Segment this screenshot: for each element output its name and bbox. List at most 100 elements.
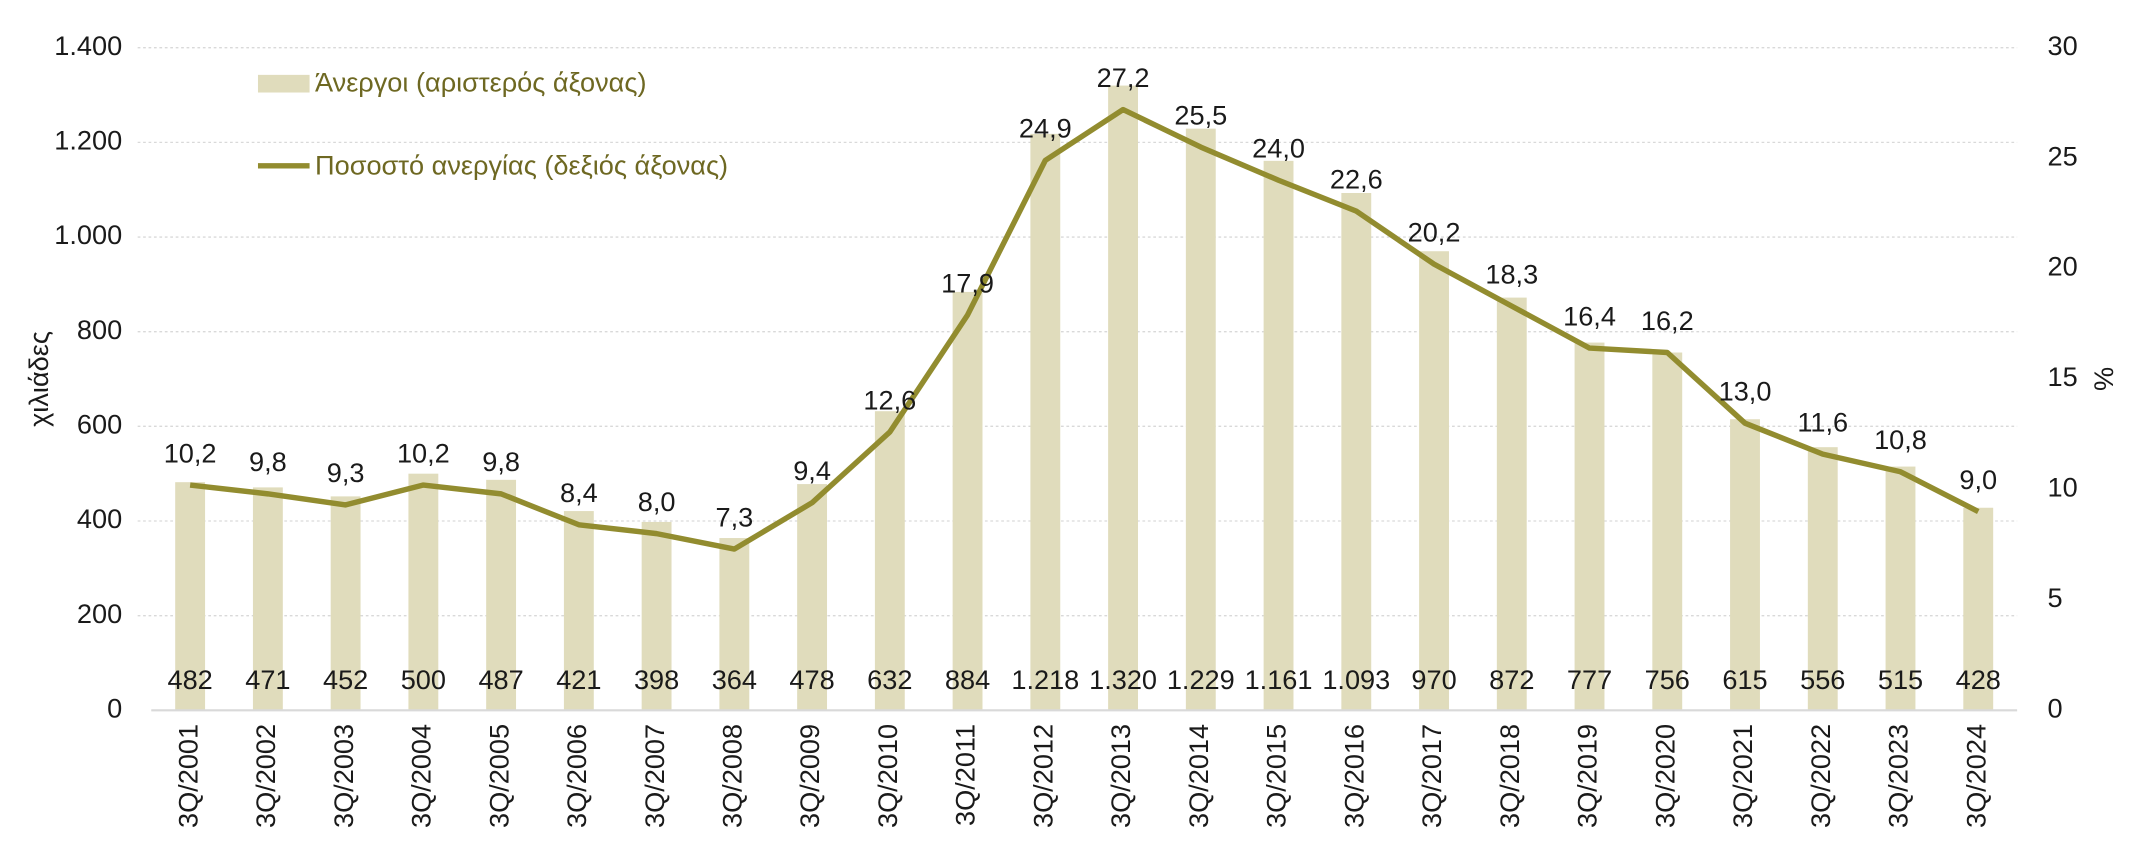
line — [189, 106, 1980, 552]
data-label: 428 — [1956, 664, 2001, 695]
data-label: 13,0 — [1719, 375, 1772, 406]
bar — [1341, 193, 1372, 711]
x-tick-label: 3Q/2003 — [328, 724, 359, 828]
data-label: 7,3 — [715, 501, 753, 532]
data-label: 615 — [1722, 664, 1767, 695]
data-label: 421 — [556, 664, 601, 695]
x-tick-label: 3Q/2009 — [794, 724, 825, 828]
legend-text: Ποσοστό ανεργίας (δεξιός άξονας) — [315, 149, 728, 180]
x-tick-label: 3Q/2005 — [483, 724, 514, 828]
y2-tick-label: 10 — [2048, 472, 2078, 503]
x-tick-label: 3Q/2006 — [561, 724, 592, 828]
y-tick-label: 1.000 — [54, 219, 122, 250]
data-label: 12,6 — [863, 384, 916, 415]
data-label: 16,4 — [1563, 300, 1616, 331]
data-label: 777 — [1567, 664, 1612, 695]
data-label: 500 — [401, 664, 446, 695]
data-label: 10,2 — [164, 437, 217, 468]
bar — [1419, 251, 1449, 711]
bar — [1108, 85, 1138, 711]
x-tick-label: 3Q/2020 — [1649, 724, 1680, 828]
data-label: 1.093 — [1322, 664, 1390, 695]
data-label: 756 — [1645, 664, 1690, 695]
x-tick-label: 3Q/2007 — [639, 724, 670, 828]
y-tick-label: 800 — [77, 314, 122, 345]
data-label: 20,2 — [1408, 216, 1461, 247]
legend-swatch — [257, 74, 310, 93]
bar — [563, 511, 594, 711]
x-tick-label: 3Q/2002 — [250, 724, 281, 828]
legend-text: Άνεργοι (αριστερός άξονας) — [315, 67, 646, 98]
y-tick-label: 0 — [107, 692, 122, 723]
bar — [641, 521, 672, 711]
bar — [1030, 133, 1061, 711]
y2-tick-label: 15 — [2048, 361, 2078, 392]
data-label: 9,8 — [482, 446, 520, 477]
x-tick-label: 3Q/2012 — [1027, 724, 1058, 828]
y-tick-label: 1.200 — [54, 125, 122, 156]
data-label: 8,4 — [560, 477, 598, 508]
x-tick-label: 3Q/2024 — [1960, 724, 1991, 828]
bar — [408, 473, 439, 711]
bar — [486, 479, 517, 711]
data-label: 9,8 — [249, 446, 287, 477]
bar — [1730, 419, 1760, 711]
data-label: 10,8 — [1874, 424, 1927, 455]
bar — [1263, 160, 1294, 711]
x-tick-label: 3Q/2011 — [950, 724, 981, 826]
y2-tick-label: 25 — [2048, 140, 2078, 171]
bar — [1496, 297, 1527, 711]
x-tick-label: 3Q/2010 — [872, 724, 903, 828]
y2-tick-label: 5 — [2048, 582, 2063, 613]
data-label: 17,9 — [941, 267, 994, 298]
data-label: 9,3 — [327, 457, 365, 488]
bar — [797, 484, 828, 711]
bar — [1807, 447, 1838, 711]
y2-tick-label: 20 — [2048, 251, 2078, 282]
data-label: 487 — [478, 664, 523, 695]
bar — [874, 411, 905, 711]
bar — [1574, 342, 1605, 711]
y-tick-label: 200 — [77, 598, 122, 629]
data-label: 452 — [323, 664, 368, 695]
data-label: 8,0 — [638, 486, 676, 517]
x-tick-label: 3Q/2004 — [406, 724, 437, 828]
x-tick-label: 3Q/2017 — [1416, 724, 1447, 828]
y-axis-label: χιλιάδες — [23, 331, 54, 427]
y2-tick-label: 30 — [2048, 30, 2078, 61]
data-label: 398 — [634, 664, 679, 695]
bar — [1885, 466, 1916, 711]
data-label: 11,6 — [1797, 406, 1848, 437]
bar — [1963, 507, 1994, 711]
data-label: 25,5 — [1174, 99, 1227, 130]
x-tick-label: 3Q/2014 — [1183, 724, 1214, 828]
bar — [1185, 128, 1216, 711]
bar — [719, 538, 750, 711]
data-label: 970 — [1411, 664, 1456, 695]
data-label: 22,6 — [1330, 163, 1383, 194]
y2-tick-label: 0 — [2048, 692, 2063, 723]
bar — [175, 482, 206, 711]
x-tick-label: 3Q/2001 — [172, 724, 203, 828]
data-label: 556 — [1800, 664, 1845, 695]
data-label: 632 — [867, 664, 912, 695]
bar — [952, 291, 983, 711]
data-label: 482 — [167, 664, 212, 695]
data-label: 9,0 — [1959, 464, 1997, 495]
data-label: 471 — [245, 664, 290, 695]
data-label: 1.229 — [1167, 664, 1235, 695]
data-label: 16,2 — [1641, 305, 1694, 336]
x-tick-label: 3Q/2015 — [1261, 724, 1292, 828]
x-tick-label: 3Q/2022 — [1805, 724, 1836, 828]
bar — [252, 487, 283, 711]
data-label: 18,3 — [1485, 258, 1538, 289]
data-label: 24,0 — [1252, 133, 1305, 164]
data-label: 27,2 — [1097, 62, 1150, 93]
data-label: 10,2 — [397, 437, 450, 468]
data-label: 515 — [1878, 664, 1923, 695]
y-tick-label: 600 — [77, 409, 122, 440]
x-tick-label: 3Q/2018 — [1494, 724, 1525, 828]
bar — [330, 496, 361, 711]
x-tick-label: 3Q/2013 — [1105, 724, 1136, 828]
